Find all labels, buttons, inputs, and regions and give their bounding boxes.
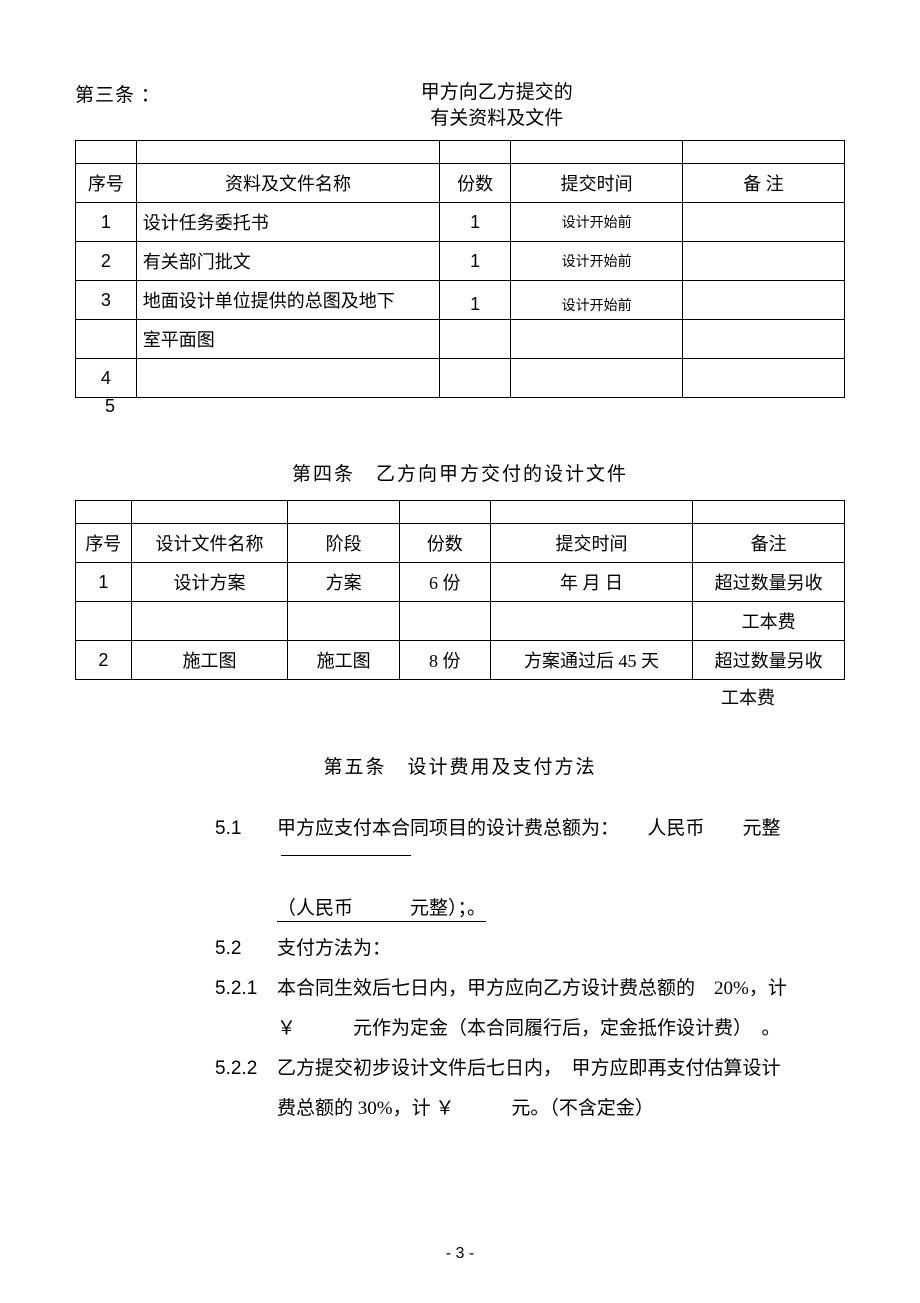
cell-stage: 施工图: [288, 641, 399, 680]
article-4-title: 第四条 乙方向甲方交付的设计文件: [75, 459, 845, 486]
table-deliverables: 序号 设计文件名称 阶段 份数 提交时间 备注 1 设计方案 方案 6 份 年 …: [75, 500, 845, 680]
cell-time: 设计开始前: [511, 203, 683, 242]
cell-copies: 8 份: [399, 641, 490, 680]
cell-seq: 1: [76, 203, 137, 242]
article-3-number: 第三条 ：: [75, 80, 161, 107]
cell-time: 设计开始前: [511, 281, 683, 320]
page: 第三条 ： 甲方向乙方提交的 有关资料及文件 序号 资料及文件名称 份数 提交时…: [0, 0, 920, 1303]
blank-underline: [281, 836, 411, 856]
clause-5-1-line2: （人民币 元整）；。: [215, 889, 845, 929]
clause-5-2-1-line2: ￥ 元作为定金（本合同履行后，定金抵作设计费） 。: [215, 1009, 845, 1049]
cell-stage: 方案: [288, 563, 399, 602]
cell-remark: 超过数量另收: [693, 641, 845, 680]
cell-seq: [76, 320, 137, 359]
cell-copies: [440, 320, 511, 359]
cell-stage: [288, 602, 399, 641]
cell-remark: 超过数量另收: [693, 563, 845, 602]
cell-remark: [683, 359, 845, 398]
table-row: 2 有关部门批文 1 设计开始前: [76, 242, 845, 281]
table-row: [76, 141, 845, 164]
col-remark: 备 注: [683, 164, 845, 203]
cell-remark: [683, 320, 845, 359]
cell-remark: 工本费: [693, 602, 845, 641]
clause-5-1: 5.1 甲方应支付本合同项目的设计费总额为： 人民币 元整: [215, 809, 845, 889]
clause-5-2: 5.2 支付方法为：: [215, 929, 845, 969]
article-3-title-line1: 甲方向乙方提交的: [421, 80, 573, 106]
table-row: 2 施工图 施工图 8 份 方案通过后 45 天 超过数量另收: [76, 641, 845, 680]
cell-remark: [683, 203, 845, 242]
col-time: 提交时间: [490, 524, 692, 563]
clause-text: 本合同生效后七日内，甲方应向乙方设计费总额的 20%，计: [277, 969, 845, 1009]
cell-seq: 2: [76, 641, 132, 680]
cell-time: [511, 320, 683, 359]
clause-num: 5.2.1: [215, 969, 277, 1009]
cell-remark: [683, 281, 845, 320]
cell-name: [131, 602, 288, 641]
clause-text: 乙方提交初步设计文件后七日内， 甲方应即再支付估算设计: [277, 1049, 845, 1089]
cell-name: 设计任务委托书: [136, 203, 440, 242]
clause-num: 5.2: [215, 929, 277, 969]
cell-seq: 2: [76, 242, 137, 281]
clause-text: 支付方法为：: [277, 929, 845, 969]
table-row: 3 地面设计单位提供的总图及地下 1 设计开始前: [76, 281, 845, 320]
cell-name: [136, 359, 440, 398]
trailing-seq-5: 5: [105, 396, 845, 417]
article-3-title-line2: 有关资料及文件: [421, 106, 573, 132]
table-row: 1 设计方案 方案 6 份 年 月 日 超过数量另收: [76, 563, 845, 602]
table-row: 序号 设计文件名称 阶段 份数 提交时间 备注: [76, 524, 845, 563]
cell-time: [490, 602, 692, 641]
table-row: 序号 资料及文件名称 份数 提交时间 备 注: [76, 164, 845, 203]
clause-5-2-2-line2: 费总额的 30%，计 ￥ 元。（不含定金）: [215, 1089, 845, 1129]
article-3-title: 甲方向乙方提交的 有关资料及文件: [421, 80, 573, 132]
clauses-block: 5.1 甲方应支付本合同项目的设计费总额为： 人民币 元整 （人民币 元整）；。…: [215, 809, 845, 1129]
clause-5-2-1: 5.2.1 本合同生效后七日内，甲方应向乙方设计费总额的 20%，计: [215, 969, 845, 1009]
page-number: - 3 -: [0, 1245, 920, 1263]
cell-name: 地面设计单位提供的总图及地下: [136, 281, 440, 320]
cell-copies: [399, 602, 490, 641]
clause-body: 甲方应支付本合同项目的设计费总额为： 人民币 元整: [277, 809, 845, 889]
col-seq: 序号: [76, 164, 137, 203]
col-copies: 份数: [440, 164, 511, 203]
trailing-remark: 工本费: [75, 684, 845, 710]
table-materials: 序号 资料及文件名称 份数 提交时间 备 注 1 设计任务委托书 1 设计开始前…: [75, 140, 845, 398]
table-row: 室平面图: [76, 320, 845, 359]
cell-copies: [440, 359, 511, 398]
col-time: 提交时间: [511, 164, 683, 203]
cell-time: 设计开始前: [511, 242, 683, 281]
cell-time: 方案通过后 45 天: [490, 641, 692, 680]
col-copies: 份数: [399, 524, 490, 563]
table-row: [76, 501, 845, 524]
table-row: 4: [76, 359, 845, 398]
col-name: 资料及文件名称: [136, 164, 440, 203]
cell-seq: 1: [76, 563, 132, 602]
cell-remark: [683, 242, 845, 281]
clause-num: 5.2.2: [215, 1049, 277, 1089]
clause-text: （人民币 元整）；。: [277, 898, 486, 922]
col-stage: 阶段: [288, 524, 399, 563]
cell-name: 室平面图: [136, 320, 440, 359]
table-row: 工本费: [76, 602, 845, 641]
cell-copies: 6 份: [399, 563, 490, 602]
cell-time: 年 月 日: [490, 563, 692, 602]
cell-name: 有关部门批文: [136, 242, 440, 281]
table-row: 1 设计任务委托书 1 设计开始前: [76, 203, 845, 242]
cell-time: [511, 359, 683, 398]
article-5-title: 第五条 设计费用及支付方法: [75, 752, 845, 779]
col-name: 设计文件名称: [131, 524, 288, 563]
cell-copies: 1: [440, 203, 511, 242]
cell-seq: [76, 602, 132, 641]
clause-num: 5.1: [215, 809, 277, 889]
clause-5-2-2: 5.2.2 乙方提交初步设计文件后七日内， 甲方应即再支付估算设计: [215, 1049, 845, 1089]
col-seq: 序号: [76, 524, 132, 563]
cell-name: 设计方案: [131, 563, 288, 602]
cell-name: 施工图: [131, 641, 288, 680]
cell-copies: 1: [440, 281, 511, 320]
article-3-header: 第三条 ： 甲方向乙方提交的 有关资料及文件: [75, 80, 845, 132]
cell-seq: 3: [76, 281, 137, 320]
cell-copies: 1: [440, 242, 511, 281]
col-remark: 备注: [693, 524, 845, 563]
cell-seq: 4: [76, 359, 137, 398]
